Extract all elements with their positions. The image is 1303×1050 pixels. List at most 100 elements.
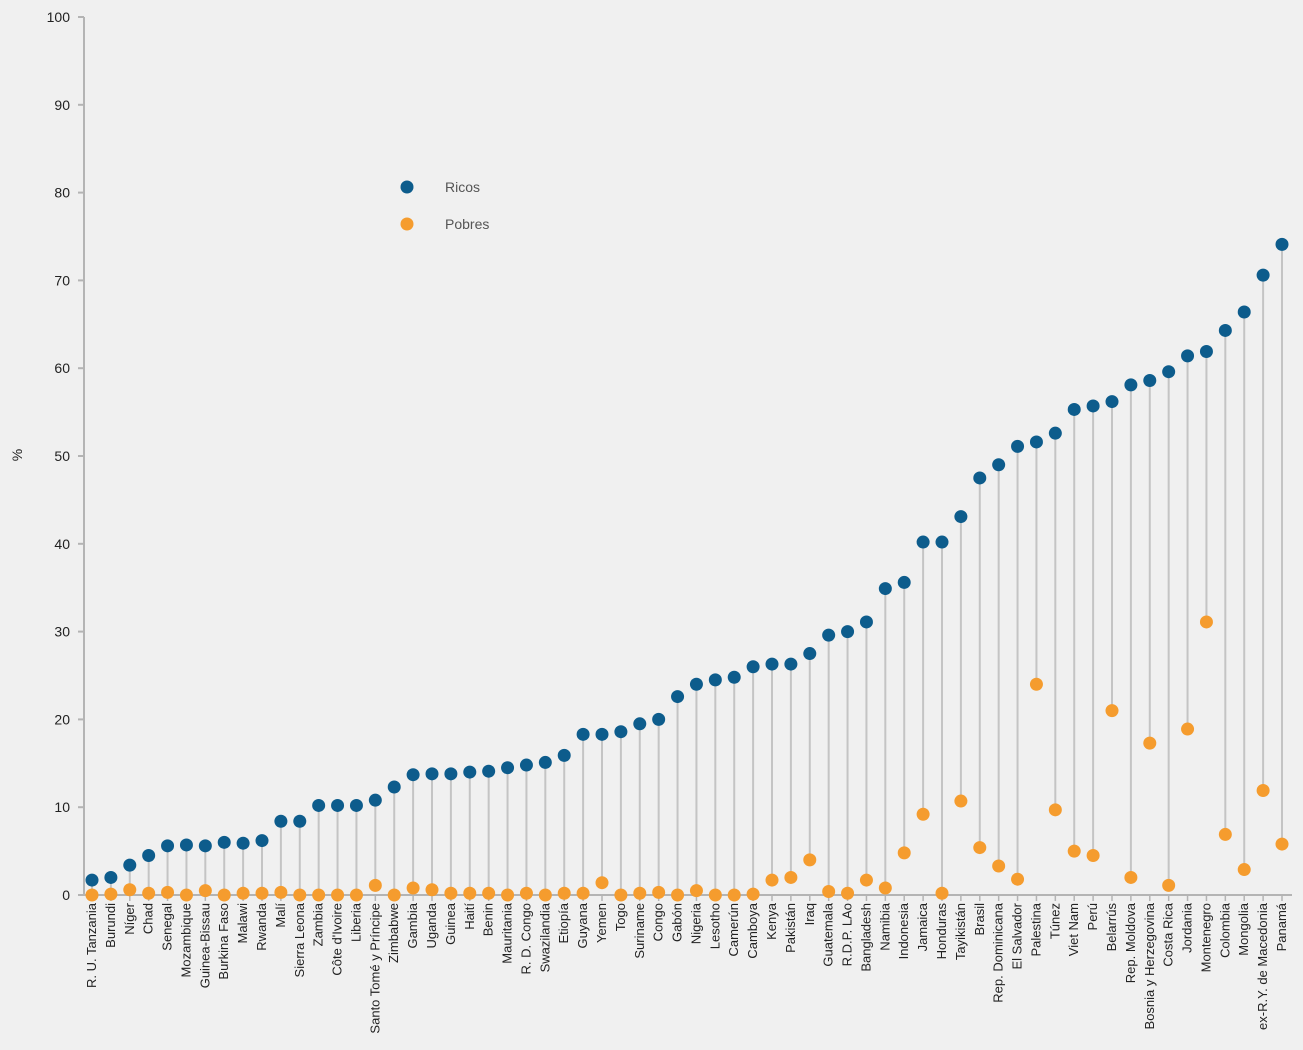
category-labels: R. U. Tanzania Burundi Níger Chad Senegal Moz… (84, 902, 1289, 1033)
ricos-point (236, 836, 250, 850)
ricos-point (1011, 439, 1025, 453)
pobres-point (652, 885, 666, 899)
ricos-point (1237, 305, 1251, 319)
pobres-point (236, 886, 250, 900)
y-tick-label: 10 (54, 799, 70, 815)
y-tick-label: 40 (54, 536, 70, 552)
legend-label: Pobres (445, 216, 489, 232)
category-label: Montenegro (1198, 903, 1213, 972)
category-label: Yemen (594, 903, 609, 943)
ricos-point (557, 748, 571, 762)
category-label: Perú (1085, 903, 1100, 930)
category-label: Burkina Faso (216, 903, 231, 980)
connector-lines (91, 244, 1283, 895)
category-label: Rep. Moldova (1123, 902, 1138, 983)
ricos-point (1199, 345, 1213, 359)
ricos-point (1067, 402, 1081, 416)
y-tick-label: 50 (54, 448, 70, 464)
ricos-point (406, 768, 420, 782)
category-label: Túnez (1047, 903, 1062, 939)
pobres-point (935, 886, 949, 900)
ricos-point (179, 838, 193, 852)
category-label: Mozambique (178, 903, 193, 977)
ricos-point (387, 780, 401, 794)
category-label: Santo Tomé y Príncipe (367, 903, 382, 1034)
ricos-point (312, 798, 326, 812)
ricos-point (123, 858, 137, 872)
ricos-point (425, 767, 439, 781)
category-label: Côte d'Ivoire (330, 903, 345, 976)
category-label: Zimbabwe (386, 903, 401, 963)
ricos-point (878, 582, 892, 596)
pobres-point (1199, 615, 1213, 629)
axes: 0 10 20 30 40 50 60 70 80 90 100 (47, 9, 1292, 903)
pobres-point (973, 841, 987, 855)
category-label: Mongolia (1236, 902, 1251, 956)
ricos-point (992, 458, 1006, 472)
ricos-point (142, 848, 156, 862)
pobres-point (859, 873, 873, 887)
ricos-point (198, 839, 212, 853)
data-points (85, 237, 1289, 902)
category-label: R. U. Tanzania (84, 902, 99, 988)
category-label: Bangladesh (858, 903, 873, 972)
category-label: Indonesia (896, 902, 911, 959)
ricos-point (1086, 399, 1100, 413)
ricos-point (368, 793, 382, 807)
y-tick-label: 0 (62, 887, 70, 903)
ricos-point (161, 839, 175, 853)
pobres-point (1162, 878, 1176, 892)
pobres-point (444, 886, 458, 900)
ricos-point (859, 615, 873, 629)
pobres-point (331, 888, 345, 902)
category-label: Chad (141, 903, 156, 934)
y-tick-label: 70 (54, 272, 70, 288)
ricos-point (1143, 373, 1157, 387)
y-tick-label: 100 (47, 9, 71, 25)
category-label: Guinea (443, 902, 458, 945)
pobres-point (406, 881, 420, 895)
pobres-point (689, 884, 703, 898)
category-label: Haití (462, 903, 477, 930)
legend-label: Ricos (445, 179, 480, 195)
category-label: Jamaica (915, 902, 930, 951)
category-label: Uganda (424, 902, 439, 948)
pobres-point (897, 846, 911, 860)
ricos-point (104, 870, 118, 884)
ricos-point (444, 767, 458, 781)
ricos-point (349, 798, 363, 812)
category-label: Nigeria (688, 902, 703, 944)
ricos-point (501, 761, 515, 775)
category-label: Malí (273, 903, 288, 928)
category-label: Namibia (877, 902, 892, 950)
pobres-point (1237, 863, 1251, 877)
ricos-point (746, 660, 760, 674)
ricos-point (841, 625, 855, 639)
category-label: Jordania (1180, 902, 1195, 953)
ricos-point (954, 510, 968, 524)
category-label: Níger (122, 902, 137, 934)
ricos-point (727, 670, 741, 684)
category-label: Mauritania (500, 902, 515, 963)
ricos-point (255, 834, 269, 848)
pobres-point (1218, 827, 1232, 841)
ricos-point (708, 673, 722, 687)
pobres-point (463, 886, 477, 900)
ricos-point (217, 835, 231, 849)
category-label: Benin (481, 903, 496, 936)
category-label: ex-R.Y. de Macedonia (1255, 902, 1270, 1030)
category-label: Bosnia y Herzegovina (1142, 902, 1157, 1029)
category-label: Senegal (160, 903, 175, 951)
ricos-point (916, 535, 930, 549)
category-label: Sierra Leona (292, 902, 307, 977)
pobres-point (312, 888, 326, 902)
ricos-point (1162, 365, 1176, 379)
category-label: Costa Rica (1161, 902, 1176, 966)
pobres-point (765, 873, 779, 887)
pobres-point (1029, 677, 1043, 691)
pobres-point (708, 888, 722, 902)
pobres-point (1275, 837, 1289, 851)
y-tick-label: 90 (54, 97, 70, 113)
pobres-point (1086, 848, 1100, 862)
